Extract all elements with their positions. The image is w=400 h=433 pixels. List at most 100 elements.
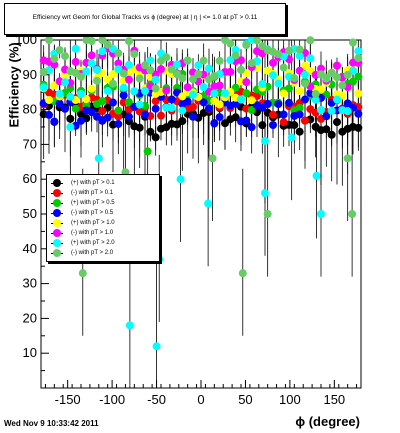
data-point	[183, 83, 192, 92]
data-point	[55, 46, 64, 55]
outlier-point	[261, 136, 269, 145]
data-point	[279, 89, 288, 98]
data-point	[50, 60, 59, 69]
data-point	[151, 97, 160, 106]
data-point	[157, 111, 165, 120]
y-tick-label: 90	[23, 67, 37, 82]
data-point	[215, 81, 224, 90]
data-point	[354, 47, 363, 56]
data-point	[274, 50, 283, 59]
legend-label: (+) with pT > 2.0	[71, 240, 115, 246]
legend-entry: (-) with pT > 0.1	[47, 188, 159, 198]
data-point	[354, 89, 363, 98]
y-tick-label: 80	[23, 102, 37, 117]
data-point	[87, 37, 96, 46]
data-point	[354, 72, 363, 81]
x-axis-label: ϕ (degree)	[295, 414, 360, 429]
outlier-point	[317, 210, 325, 218]
y-tick-label: 50	[23, 206, 37, 221]
data-point	[109, 98, 117, 107]
data-point	[279, 63, 288, 72]
data-point	[45, 95, 53, 104]
data-point	[50, 117, 59, 126]
data-point	[151, 133, 160, 142]
data-point	[231, 51, 240, 60]
data-point	[210, 71, 219, 80]
x-tick-label: -50	[147, 392, 166, 407]
data-point	[173, 60, 181, 69]
data-point	[237, 56, 245, 65]
data-point	[301, 79, 309, 88]
data-point	[45, 110, 53, 119]
data-point	[114, 59, 123, 68]
data-point	[119, 69, 128, 78]
data-point	[242, 116, 251, 125]
data-point	[39, 83, 48, 92]
data-point	[322, 125, 331, 134]
legend-marker	[53, 199, 61, 207]
x-tick-label: 100	[279, 392, 301, 407]
data-point	[354, 54, 363, 63]
data-point	[226, 67, 235, 76]
legend-marker	[53, 229, 61, 237]
data-point	[290, 121, 299, 130]
data-point	[141, 61, 149, 70]
y-tick-label: 100	[15, 32, 37, 47]
data-point	[354, 123, 363, 132]
data-point	[237, 65, 245, 74]
data-point	[215, 113, 224, 122]
y-tick-label: 40	[23, 241, 37, 256]
data-point	[226, 56, 235, 65]
data-point	[103, 113, 112, 122]
legend-label: (+) with pT > 0.1	[71, 180, 115, 186]
data-point	[183, 56, 192, 65]
legend-label: (-) with pT > 0.5	[71, 210, 114, 216]
data-point	[327, 69, 336, 78]
y-tick-label: 20	[23, 310, 37, 325]
data-point	[306, 36, 315, 45]
y-tick-label: 30	[23, 276, 37, 291]
data-point	[306, 54, 315, 63]
legend-entry: (+) with pT > 0.1	[47, 178, 159, 188]
x-tick-label: -100	[99, 392, 125, 407]
data-point	[146, 127, 155, 136]
data-point	[125, 37, 133, 46]
data-point	[109, 70, 117, 79]
outlier-point	[66, 123, 75, 131]
data-point	[295, 110, 304, 119]
outlier-point	[143, 147, 152, 156]
data-point	[199, 56, 208, 65]
data-point	[311, 95, 320, 104]
data-point	[125, 98, 133, 107]
data-point	[205, 64, 213, 73]
outlier-point	[125, 321, 134, 330]
data-point	[146, 66, 155, 75]
data-point	[114, 106, 123, 115]
data-point	[274, 79, 283, 88]
data-point	[82, 67, 91, 76]
data-point	[231, 99, 240, 108]
data-point	[327, 106, 336, 115]
data-point	[333, 95, 341, 104]
data-point	[279, 110, 288, 119]
data-point	[311, 90, 320, 99]
x-tick-label: -150	[55, 392, 81, 407]
data-point	[338, 81, 347, 90]
data-point	[285, 46, 293, 55]
data-point	[301, 70, 309, 79]
data-point	[205, 104, 213, 113]
data-point	[199, 83, 208, 92]
legend: (+) with pT > 0.1 (-) with pT > 0.1 (+) wi…	[46, 174, 160, 262]
data-point	[194, 70, 203, 79]
data-point	[162, 53, 171, 62]
data-point	[87, 51, 96, 60]
legend-entry: (+) with pT > 2.0	[47, 238, 159, 248]
data-point	[263, 99, 272, 108]
data-point	[135, 74, 144, 83]
timestamp-footer: Wed Nov 9 10:33:42 2011	[4, 419, 99, 428]
legend-marker	[53, 179, 61, 187]
data-point	[290, 74, 299, 83]
data-point	[151, 84, 160, 93]
outlier-point	[152, 342, 161, 351]
outlier-point	[312, 171, 321, 180]
